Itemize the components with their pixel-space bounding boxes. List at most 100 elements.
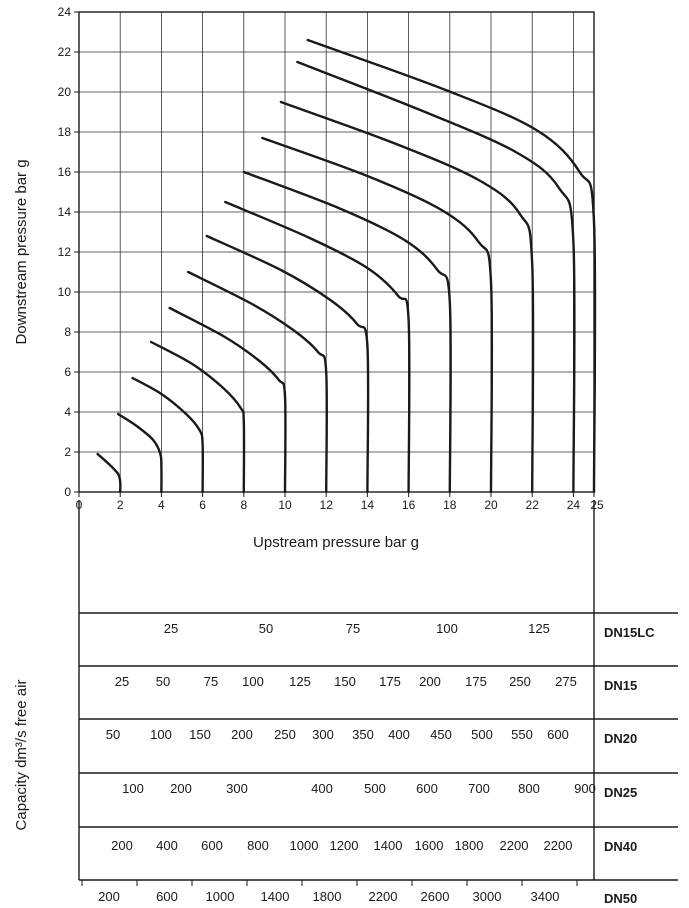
pressure-curve-9 — [242, 170, 452, 494]
y-axis-title: Downstream pressure bar g — [13, 159, 30, 344]
y-tick-label: 14 — [58, 205, 72, 219]
capacity-value: 125 — [289, 674, 311, 689]
y-tick-label: 20 — [58, 85, 72, 99]
capacity-value: 1400 — [261, 889, 290, 904]
y-tick-label: 6 — [64, 365, 71, 379]
x-tick-label: 14 — [361, 498, 375, 512]
capacity-value: 2200 — [369, 889, 398, 904]
pressure-curve-11 — [279, 100, 535, 494]
x-tick-label: 16 — [402, 498, 416, 512]
capacity-value: 450 — [430, 727, 452, 742]
capacity-value: 500 — [364, 781, 386, 796]
capacity-value: 150 — [189, 727, 211, 742]
capacity-value: 3000 — [473, 889, 502, 904]
y-tick-label: 22 — [58, 45, 72, 59]
pressure-curve-6 — [186, 270, 329, 494]
x-tick-label: 10 — [278, 498, 292, 512]
capacity-value: 900 — [574, 781, 596, 796]
capacity-value: 3400 — [531, 889, 560, 904]
capacity-value: 400 — [311, 781, 333, 796]
capacity-value: 75 — [204, 674, 218, 689]
capacity-value: 200 — [170, 781, 192, 796]
capacity-value: 100 — [122, 781, 144, 796]
capacity-value: 150 — [334, 674, 356, 689]
capacity-value: 175 — [465, 674, 487, 689]
capacity-value: 550 — [511, 727, 533, 742]
pressure-curve-1 — [96, 452, 122, 494]
pressure-curve-5 — [168, 306, 287, 494]
y-tick-label: 0 — [64, 485, 71, 499]
size-label-dn50: DN50 — [604, 891, 637, 906]
pressure-curves — [96, 38, 597, 494]
capacity-value: 1200 — [330, 838, 359, 853]
x-tick-label: 24 — [567, 498, 581, 512]
capacity-value: 175 — [379, 674, 401, 689]
capacity-value: 800 — [247, 838, 269, 853]
capacity-value: 125 — [528, 621, 550, 636]
pressure-curve-13 — [306, 38, 597, 494]
capacity-value: 200 — [231, 727, 253, 742]
capacity-value: 400 — [156, 838, 178, 853]
pressure-curve-4 — [149, 340, 246, 494]
size-label-dn40: DN40 — [604, 839, 637, 854]
x-tick-label: 8 — [240, 498, 247, 512]
capacity-value: 700 — [468, 781, 490, 796]
size-label-dn25: DN25 — [604, 785, 637, 800]
x-tick-label: 2 — [117, 498, 124, 512]
capacity-value: 1800 — [313, 889, 342, 904]
pressure-curve-7 — [205, 234, 370, 494]
capacity-value: 600 — [156, 889, 178, 904]
capacity-value: 25 — [164, 621, 178, 636]
y-tick-label: 24 — [58, 5, 72, 19]
x-axis-title: Upstream pressure bar g — [253, 534, 419, 551]
capacity-value: 200 — [98, 889, 120, 904]
y-tick-label: 18 — [58, 125, 72, 139]
capacity-value: 350 — [352, 727, 374, 742]
y-tick-label: 2 — [64, 445, 71, 459]
capacity-value: 400 — [388, 727, 410, 742]
pressure-curve-3 — [131, 376, 205, 494]
capacity-value: 250 — [509, 674, 531, 689]
capacity-axis-title: Capacity dm³/s free air — [13, 680, 30, 831]
capacity-value: 600 — [201, 838, 223, 853]
y-tick-label: 16 — [58, 165, 72, 179]
capacity-value: 1000 — [206, 889, 235, 904]
capacity-value: 200 — [419, 674, 441, 689]
pressure-curve-8 — [224, 200, 411, 494]
y-tick-label: 10 — [58, 285, 72, 299]
x-tick-label: 6 — [199, 498, 206, 512]
x-tick-label: 12 — [320, 498, 334, 512]
capacity-value: 1000 — [290, 838, 319, 853]
y-tick-label: 4 — [64, 405, 71, 419]
capacity-value: 300 — [226, 781, 248, 796]
x-tick-label: 4 — [158, 498, 165, 512]
capacity-value: 800 — [518, 781, 540, 796]
capacity-value: 600 — [416, 781, 438, 796]
capacity-value: 50 — [106, 727, 120, 742]
capacity-value: 600 — [547, 727, 569, 742]
size-label-dn20: DN20 — [604, 731, 637, 746]
axis-ticks: 0246810121416182022242502468101214161820… — [58, 5, 604, 512]
capacity-value: 50 — [156, 674, 170, 689]
capacity-value: 100 — [436, 621, 458, 636]
size-label-dn15: DN15 — [604, 678, 637, 693]
x-tick-label: 25 — [590, 498, 604, 512]
x-tick-label: 20 — [484, 498, 498, 512]
capacity-value: 2200 — [500, 838, 529, 853]
y-tick-label: 12 — [58, 245, 72, 259]
capacity-value: 250 — [274, 727, 296, 742]
pressure-curve-2 — [116, 412, 163, 494]
y-tick-label: 8 — [64, 325, 71, 339]
capacity-value: 2600 — [421, 889, 450, 904]
capacity-value: 2200 — [544, 838, 573, 853]
pressure-curve-12 — [296, 60, 576, 494]
capacity-value: 1400 — [374, 838, 403, 853]
capacity-value: 100 — [242, 674, 264, 689]
size-label-dn15lc: DN15LC — [604, 625, 655, 640]
pressure-curve-10 — [261, 136, 494, 494]
capacity-value: 25 — [115, 674, 129, 689]
x-tick-label: 22 — [526, 498, 540, 512]
capacity-value: 200 — [111, 838, 133, 853]
capacity-value: 75 — [346, 621, 360, 636]
